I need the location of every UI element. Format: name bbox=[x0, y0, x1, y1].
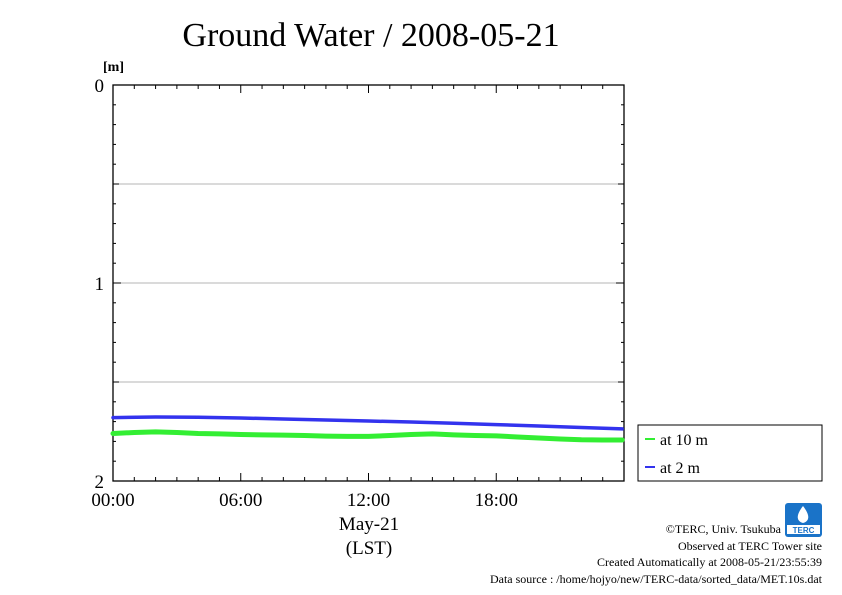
terc-logo: TERC bbox=[785, 503, 822, 537]
x-tick-label: 18:00 bbox=[475, 490, 518, 511]
axis-ticks bbox=[112, 84, 625, 482]
y-tick-label: 2 bbox=[95, 472, 105, 493]
y-tick-labels: 0 1 2 bbox=[95, 76, 105, 493]
x-tick-label: 00:00 bbox=[91, 490, 134, 511]
chart-title: Ground Water / 2008-05-21 bbox=[182, 17, 559, 54]
x-tick-label: 12:00 bbox=[347, 490, 390, 511]
credit-copyright: ©TERC, Univ. Tsukuba bbox=[666, 522, 782, 536]
y-tick-label: 0 bbox=[95, 76, 105, 97]
x-axis-date-label: May-21 bbox=[339, 514, 399, 535]
series-line-at-10m bbox=[110, 429, 625, 443]
credit-created: Created Automatically at 2008-05-21/23:5… bbox=[597, 555, 822, 569]
grid-lines bbox=[113, 183, 624, 383]
series-line-at-2m bbox=[111, 415, 624, 431]
series-lines bbox=[110, 415, 625, 443]
y-tick-label: 1 bbox=[95, 274, 105, 295]
water-drop-icon bbox=[797, 506, 809, 523]
terc-logo-band bbox=[787, 525, 820, 534]
credit-observed: Observed at TERC Tower site bbox=[678, 539, 822, 553]
credit-source: Data source : /home/hojyo/new/TERC-data/… bbox=[490, 572, 823, 586]
legend: at 10 m at 2 m bbox=[637, 424, 823, 482]
legend-box bbox=[637, 424, 823, 482]
x-tick-labels: 00:00 06:00 12:00 18:00 bbox=[91, 490, 518, 511]
x-axis-timezone-label: (LST) bbox=[346, 538, 392, 559]
terc-logo-text: TERC bbox=[793, 526, 815, 535]
legend-label: at 2 m bbox=[660, 460, 701, 477]
legend-label: at 10 m bbox=[660, 432, 709, 449]
y-axis-label: [m] bbox=[103, 60, 124, 75]
x-tick-label: 06:00 bbox=[219, 490, 262, 511]
